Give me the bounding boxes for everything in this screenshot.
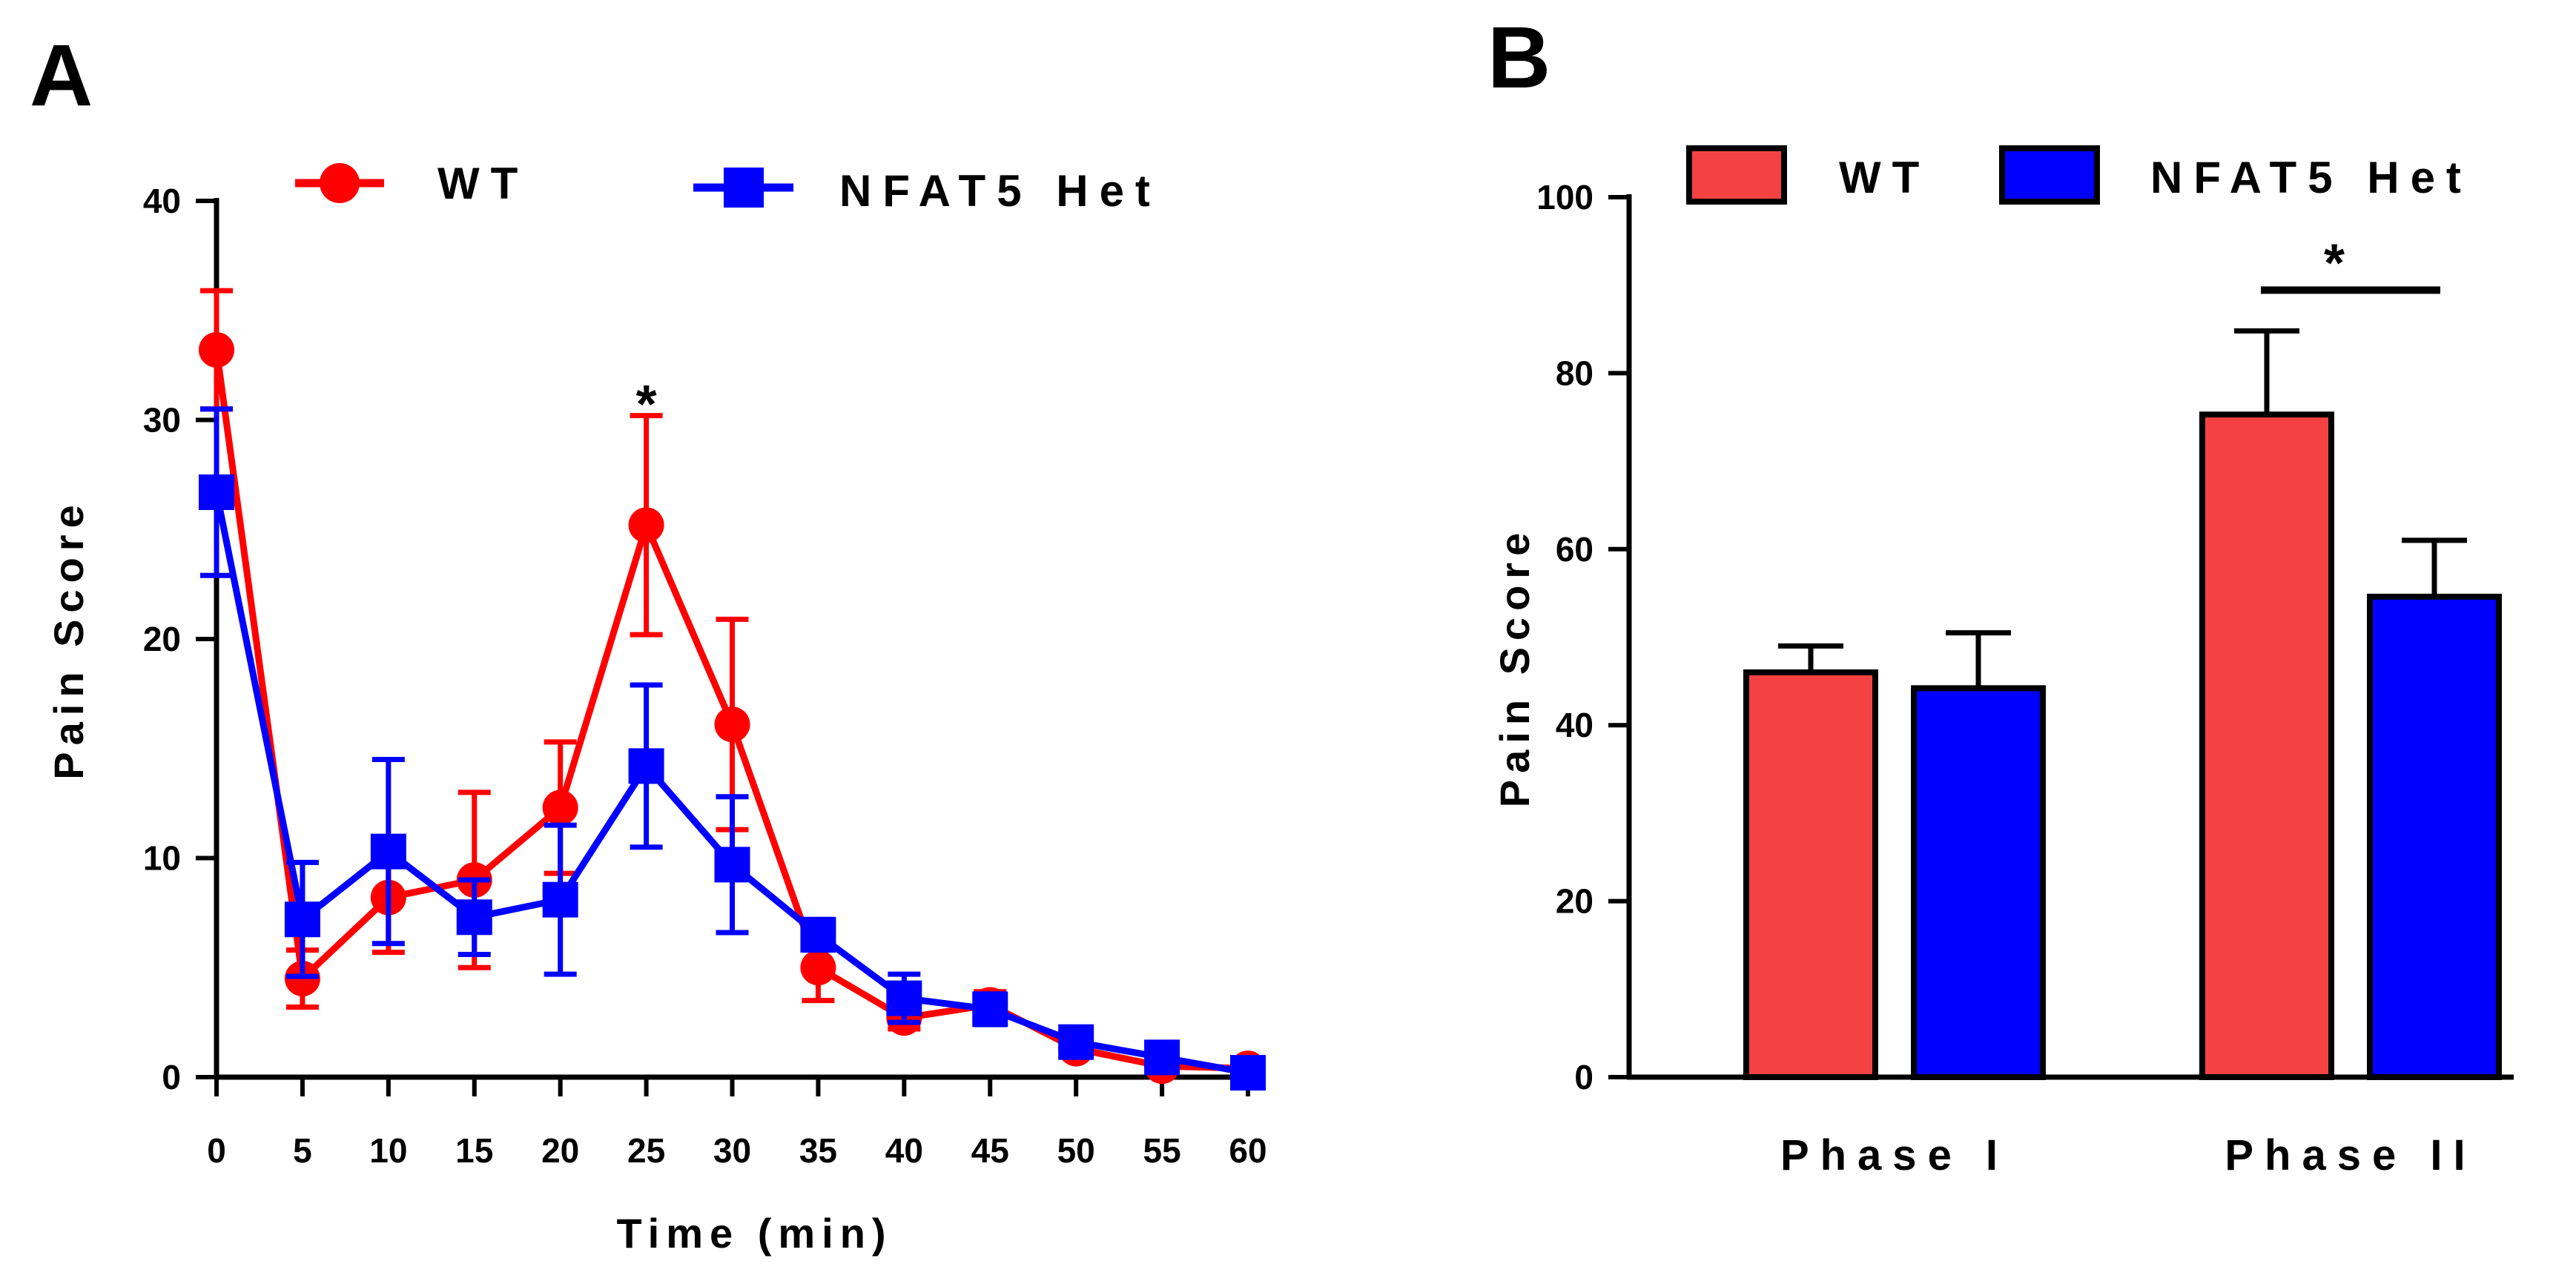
significance-star: *	[636, 375, 657, 434]
x-tick-label: 10	[369, 1131, 407, 1170]
data-point	[1230, 1055, 1266, 1091]
legend: WT NFAT5 Het	[295, 159, 1161, 216]
x-tick-label: 60	[1229, 1131, 1266, 1170]
y-axis-title: Pain Score	[45, 498, 92, 779]
data-point	[714, 706, 750, 743]
data-point	[628, 507, 664, 543]
data-point	[1144, 1039, 1180, 1076]
bar-wt	[2199, 411, 2334, 1080]
bar-wt	[1743, 669, 1878, 1080]
data-point	[199, 331, 234, 368]
y-tick-label: 60	[1556, 530, 1594, 569]
series-nfat5-het	[199, 406, 1266, 1091]
y-tick-label: 100	[1536, 178, 1594, 216]
x-tick-label: 25	[627, 1131, 665, 1170]
y-tick-label: 20	[1556, 882, 1594, 921]
x-tick-label: 50	[1057, 1131, 1095, 1170]
legend-wt-marker	[320, 163, 360, 203]
data-point	[800, 916, 836, 953]
y-tick-label: 30	[143, 401, 181, 440]
x-tick-label: 55	[1143, 1131, 1180, 1170]
legend-het-swatch	[1999, 145, 2100, 205]
bar-nfat5-het	[2367, 593, 2502, 1080]
y-tick-label: 0	[1574, 1058, 1594, 1096]
significance-star: *	[2324, 234, 2345, 293]
legend-het-label: NFAT5 Het	[2150, 153, 2472, 202]
legend-het-label: NFAT5 Het	[839, 166, 1161, 216]
x-tick-label: 30	[713, 1131, 751, 1170]
category-phase-ii: Phase II	[2199, 328, 2502, 1179]
x-tick-label: 40	[885, 1131, 923, 1170]
series-wt	[199, 288, 1266, 1087]
panel-b-label: B	[1487, 9, 1550, 107]
data-point	[800, 950, 836, 986]
x-tick-label: 20	[541, 1131, 579, 1170]
legend-wt-label: WT	[437, 159, 529, 208]
bar-nfat5-het	[1911, 685, 2046, 1080]
legend-wt-label: WT	[1839, 153, 1930, 202]
x-tick-label: 0	[207, 1131, 226, 1170]
category-label: Phase II	[2225, 1131, 2476, 1179]
x-axis-title: Time (min)	[616, 1210, 892, 1257]
data-point	[284, 901, 320, 938]
y-axis-title: Pain Score	[1491, 526, 1538, 807]
panel-b: B 0 20 40 60 80 100 Pain Score Phase I Phase II * W…	[1487, 9, 2514, 1179]
y-tick-label: 0	[162, 1058, 181, 1096]
x-tick-label: 5	[293, 1131, 312, 1170]
y-tick-label: 80	[1556, 354, 1594, 392]
data-point	[199, 474, 234, 511]
category-phase-i: Phase I	[1743, 630, 2046, 1179]
data-point	[886, 980, 922, 1016]
panel-a: A 0 10 20 30 40 0 5 10 15 20 25 30 35 40 45 50 55 60 Time (…	[30, 27, 1267, 1257]
y-tick-label: 10	[143, 839, 181, 878]
category-label: Phase I	[1780, 1131, 2009, 1179]
data-point	[1058, 1024, 1094, 1060]
x-tick-label: 45	[971, 1131, 1009, 1170]
data-point	[456, 899, 492, 936]
panel-a-label: A	[30, 27, 93, 125]
y-tick-label: 40	[1556, 706, 1594, 744]
legend-wt-swatch	[1686, 145, 1787, 205]
x-tick-label: 15	[455, 1131, 493, 1170]
data-point	[972, 991, 1008, 1027]
data-point	[542, 881, 578, 918]
data-point	[628, 748, 664, 784]
legend: WT NFAT5 Het	[1686, 145, 2472, 205]
x-tick-label: 35	[799, 1131, 837, 1170]
y-tick-label: 20	[143, 620, 181, 658]
data-point	[714, 847, 750, 883]
data-point	[542, 790, 578, 826]
data-point	[370, 833, 406, 870]
legend-het-marker	[724, 168, 764, 208]
y-tick-label: 40	[143, 182, 181, 220]
